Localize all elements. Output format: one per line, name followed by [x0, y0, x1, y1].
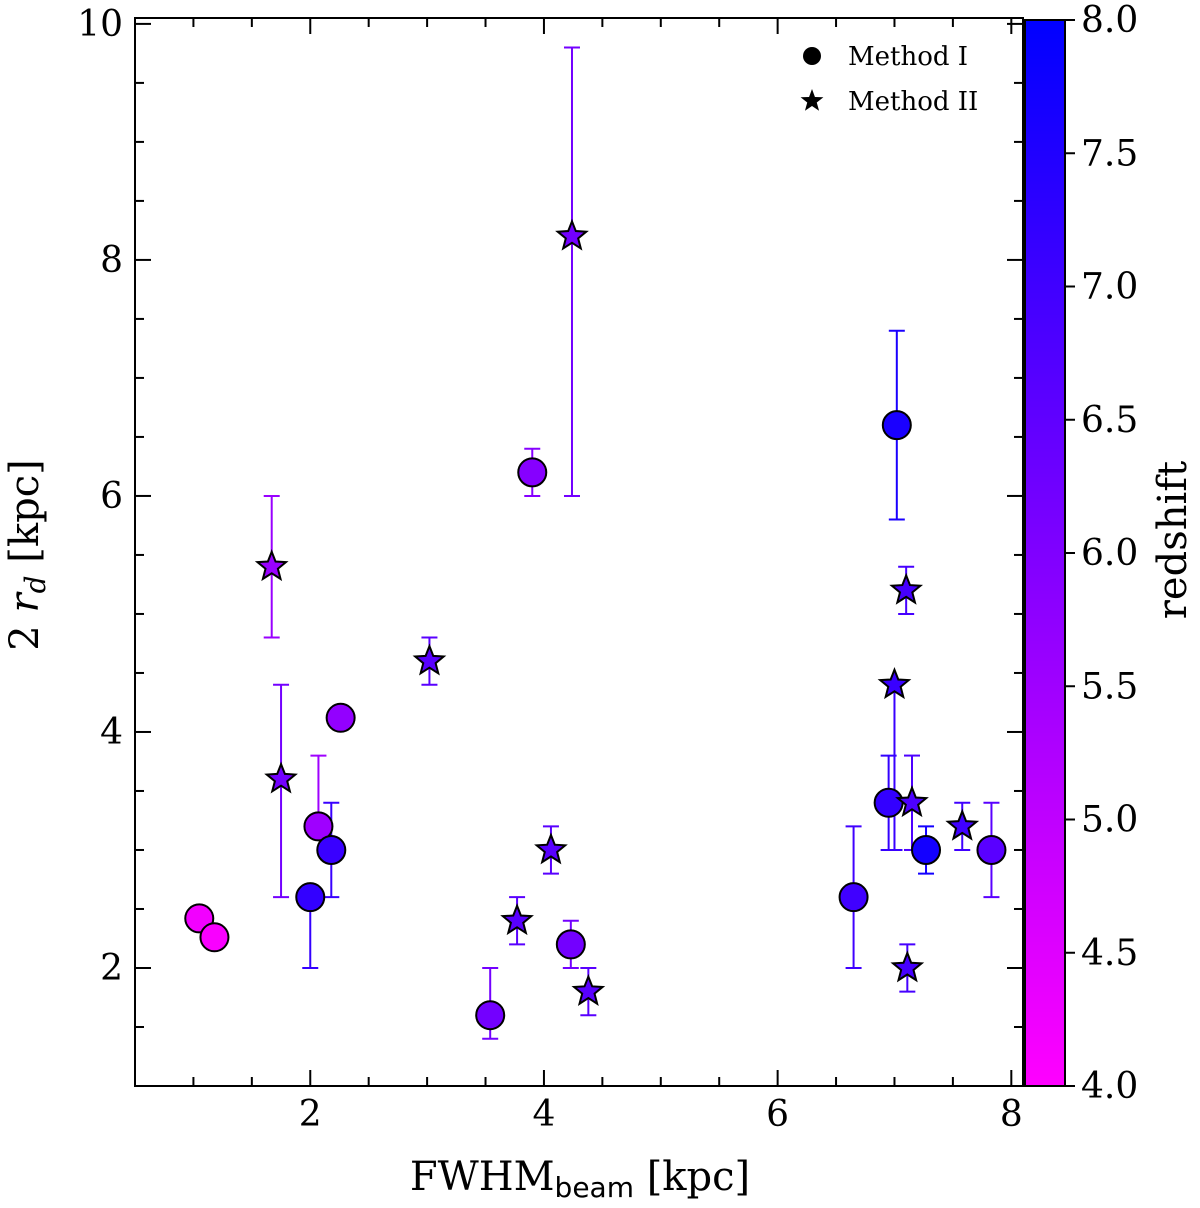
data-point-circle	[873, 787, 904, 818]
legend-star-marker	[800, 89, 824, 111]
data-point-star	[895, 785, 929, 818]
y-tick-label: 10	[77, 4, 123, 45]
data-point-circle	[199, 922, 230, 953]
plot-area-frame	[134, 17, 1024, 1087]
y-tick-label: 8	[100, 240, 123, 281]
colorbar-tick-label: 5.0	[1081, 800, 1138, 841]
x-axis-ticks: 2 4 6 8	[192, 18, 1023, 1135]
data-point-star	[889, 572, 924, 605]
x-tick-label: 4	[532, 1094, 555, 1135]
data-point-star	[877, 667, 912, 700]
colorbar-ticks: 4.0 4.5 5.0 5.5 6.0 6.5 7.0 7.5 8.0	[1065, 0, 1138, 1107]
data-point-star	[890, 950, 925, 983]
colorbar-tick-label: 5.5	[1081, 666, 1138, 707]
colorbar-tick-label: 6.0	[1081, 533, 1138, 574]
y-axis-title: 2 rd [kpc]	[2, 459, 52, 650]
legend: Method I Method II	[800, 42, 978, 117]
data-point-star	[571, 973, 606, 1006]
data-point-star	[264, 761, 298, 794]
data-point-circle	[911, 834, 942, 865]
data-point-circle	[976, 834, 1007, 865]
legend-label-method-1: Method I	[848, 42, 968, 72]
colorbar-tick-label: 8.0	[1081, 0, 1138, 41]
colorbar-title: redshift	[1150, 461, 1196, 619]
data-point-circle	[838, 882, 869, 913]
x-tick-label: 2	[299, 1094, 322, 1135]
colorbar-tick-label: 7.5	[1081, 133, 1138, 174]
data-point-circle	[517, 457, 548, 488]
data-point-circle	[555, 929, 586, 960]
colorbar-tick-label: 6.5	[1081, 400, 1138, 441]
data-point-star	[534, 832, 568, 865]
legend-circle-marker	[803, 47, 821, 65]
data-point-star	[555, 218, 589, 251]
data-point-star	[412, 643, 447, 676]
data-point-star	[945, 808, 980, 841]
data-point-circle	[303, 811, 334, 842]
colorbar-tick-label: 4.5	[1081, 933, 1138, 974]
y-tick-label: 6	[100, 476, 123, 517]
y-axis-ticks: 2 4 6 8 10	[77, 4, 1023, 1087]
data-point-star	[500, 903, 534, 936]
data-point-circle	[316, 834, 347, 865]
legend-label-method-2: Method II	[848, 87, 978, 117]
data-point-star	[254, 549, 289, 582]
data-point-circle	[475, 1000, 506, 1031]
colorbar-tick-label: 7.0	[1081, 267, 1138, 308]
x-tick-label: 6	[766, 1094, 789, 1135]
data-point-circle	[881, 410, 912, 441]
y-tick-label: 4	[100, 712, 123, 753]
x-tick-label: 8	[1000, 1094, 1023, 1135]
y-tick-label: 2	[100, 948, 123, 989]
data-markers	[184, 218, 1007, 1031]
x-axis-title: FWHMbeam [kpc]	[410, 1154, 750, 1204]
colorbar-tick-label: 4.0	[1081, 1066, 1138, 1107]
data-point-circle	[325, 702, 356, 733]
data-point-circle	[295, 882, 326, 913]
colorbar	[1024, 19, 1066, 1087]
